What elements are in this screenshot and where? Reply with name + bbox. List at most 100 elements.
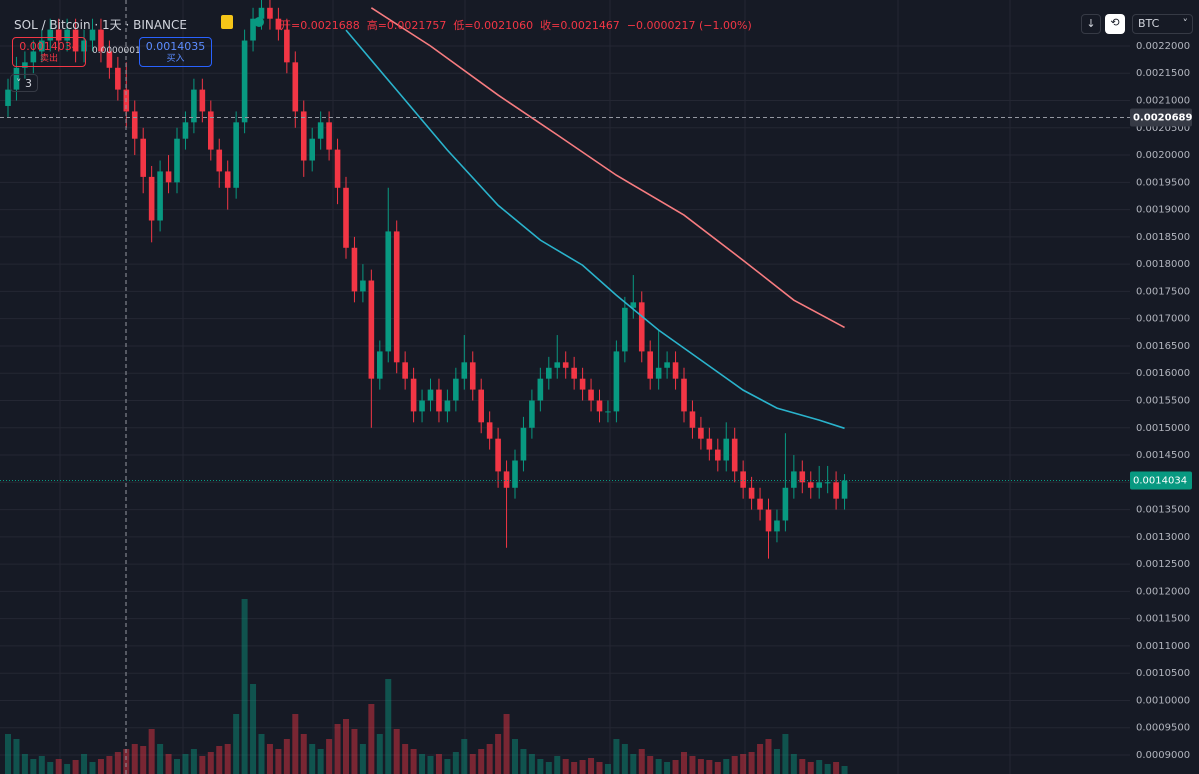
scroll-button[interactable]: ↓ [1081,14,1101,34]
candle-body [664,362,670,368]
volume-bar [579,760,586,774]
volume-bar [647,756,654,774]
sell-button[interactable]: 0.0014034 卖出 [12,37,86,67]
indicators-toggle[interactable]: ˅ 3 [10,74,38,92]
symbol-title[interactable]: SOL / Bitcoin · 1天 · BINANCE [14,18,187,32]
volume-bar [148,729,155,774]
currency-select[interactable]: BTC ˅ [1132,14,1193,34]
candle-body [22,62,28,68]
y-tick-label: 0.0016500 [1136,341,1190,352]
candle-body [774,520,780,532]
candle-body [655,367,662,379]
candle-body [571,367,577,379]
candle-body [241,40,248,123]
volume-bar [97,759,104,774]
volume-bar [233,714,240,774]
candle-body [495,438,501,472]
status-dot [254,17,264,27]
volume-bar [816,760,823,774]
y-tick-label: 0.0010000 [1136,695,1190,706]
volume-bar [410,749,417,774]
candle-body [681,378,687,412]
volume-bar [444,759,451,774]
open: 开=0.0021688 [280,19,360,32]
y-tick-label: 0.0015000 [1136,423,1190,434]
candle-body [98,29,104,52]
volume-bar [266,744,273,774]
candle-body [613,351,620,412]
sell-price: 0.0014034 [19,40,79,53]
y-tick-label: 0.0017000 [1136,314,1190,325]
candle-body [731,438,738,472]
candle-body [588,389,594,401]
volume-bar [824,764,831,774]
candle-body [478,389,484,423]
close: 收=0.0021467 [540,19,620,32]
volume-bar [30,759,37,774]
volume-bar [123,749,130,774]
volume-bar [402,744,409,774]
volume-bar [165,754,172,774]
candle-body [562,362,569,368]
volume-bar [706,760,713,774]
volume-bar [664,762,671,774]
volume-bar [841,766,848,774]
volume-bar [157,744,164,774]
candle-body [182,122,189,139]
last-price-label: 0.0014034 [1133,475,1187,486]
low: 低=0.0021060 [453,19,534,32]
volume-bar [334,724,341,774]
candle-body [647,351,653,379]
volume-bar [207,752,214,774]
volume-bar [731,756,738,774]
volume-bar [89,762,96,774]
candle-body [115,67,121,90]
candle-body [605,411,611,413]
volume-bar [385,679,392,774]
candle-body [393,231,400,363]
candle-body [64,29,70,41]
crosshair-label: 0.0020689 [1133,112,1193,123]
candle-body [791,471,797,488]
candle-body [520,427,527,461]
candle-body [807,482,814,488]
candle-body [191,89,197,123]
flag-icon[interactable] [221,15,233,29]
candle-body [469,362,476,390]
candle-body [765,509,772,532]
volume-bar [672,760,679,774]
volume-bar [190,749,197,774]
candle-body [622,307,628,352]
buy-button[interactable]: 0.0014035 买入 [139,37,212,67]
volume-bar [275,749,282,774]
volume-bar [503,714,510,774]
candle-body [723,438,730,461]
candle-body [546,367,552,379]
volume-bar [469,754,476,774]
volume-bar [512,739,518,774]
y-tick-label: 0.0013000 [1136,532,1190,543]
candle-body [157,171,163,221]
candle-body [334,149,341,188]
candle-body [343,187,349,248]
volume-bar [554,756,561,774]
candle-body [824,482,831,484]
volume-bar [326,739,333,774]
candle-body [816,482,822,488]
candle-body [208,111,214,150]
volume-bar [537,759,544,774]
crosshair-label-box [1130,108,1192,127]
candle-body [757,498,763,510]
moving-average-line [370,7,845,329]
candle-body [799,471,806,483]
candle-body [148,176,155,221]
candle-body [782,487,789,521]
volume-bar [461,739,468,774]
auto-scale-button[interactable]: ⟲ [1105,14,1125,34]
candle-body [698,427,704,439]
volume-bar [81,754,88,774]
volume-bar [757,744,764,774]
candle-body [275,18,282,30]
volume-bar [300,734,307,774]
currency: BTC [1138,17,1160,30]
